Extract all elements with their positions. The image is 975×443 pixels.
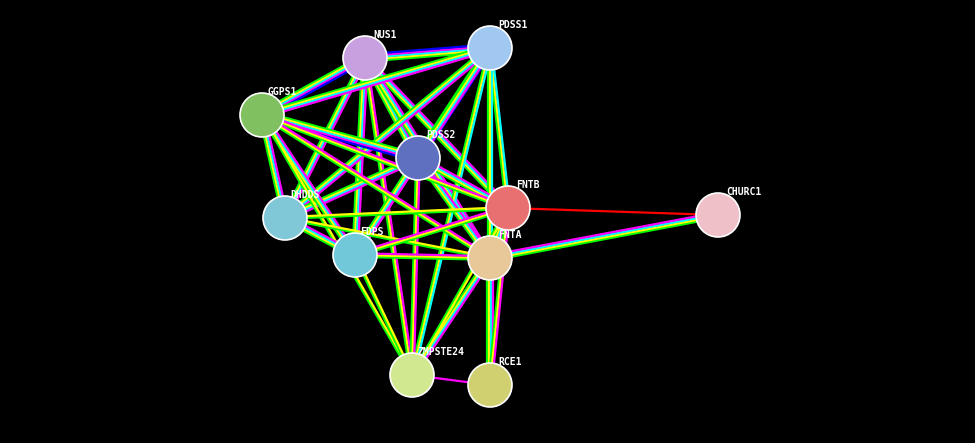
Circle shape: [468, 363, 512, 407]
Circle shape: [468, 26, 512, 70]
Text: PDSS2: PDSS2: [426, 130, 455, 140]
Text: FDPS: FDPS: [360, 227, 383, 237]
Circle shape: [396, 136, 440, 180]
Text: GGPS1: GGPS1: [267, 87, 296, 97]
Circle shape: [240, 93, 284, 137]
Circle shape: [390, 353, 434, 397]
Circle shape: [343, 36, 387, 80]
Circle shape: [263, 196, 307, 240]
Text: CHURC1: CHURC1: [726, 187, 761, 197]
Text: PDSS1: PDSS1: [498, 20, 527, 30]
Text: FNTA: FNTA: [498, 230, 522, 240]
Text: ZMPSTE24: ZMPSTE24: [417, 347, 464, 357]
Text: DHDDS: DHDDS: [290, 190, 320, 200]
Circle shape: [486, 186, 530, 230]
Circle shape: [696, 193, 740, 237]
Text: RCE1: RCE1: [498, 357, 522, 367]
Text: FNTB: FNTB: [516, 180, 539, 190]
Circle shape: [468, 236, 512, 280]
Circle shape: [333, 233, 377, 277]
Text: NUS1: NUS1: [373, 30, 397, 40]
